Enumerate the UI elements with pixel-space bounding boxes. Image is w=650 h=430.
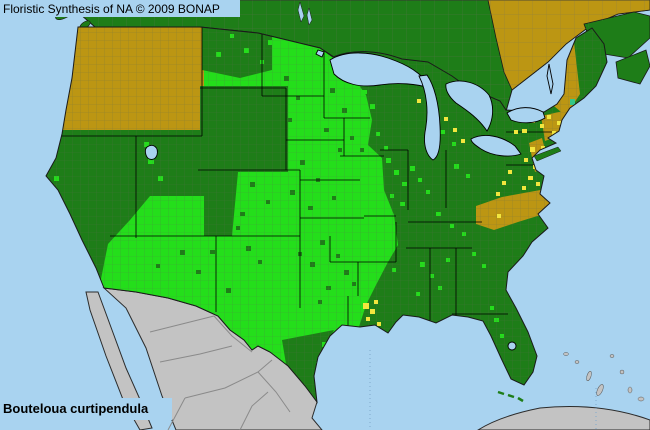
lake-manitoba (306, 7, 313, 26)
florida-keys (497, 390, 524, 403)
great-salt-lake (144, 144, 158, 160)
lake-ontario (506, 107, 546, 124)
region-mexico (85, 287, 650, 430)
long-island (533, 146, 562, 162)
species-name-label: Bouteloua curtipendula (3, 401, 149, 416)
lake-erie (470, 135, 522, 157)
lake-champlain (546, 63, 554, 95)
us-state-borders (50, 27, 552, 334)
lake-winnipeg (297, 1, 305, 23)
lake-michigan (418, 74, 441, 161)
mexico-state-borders (149, 315, 291, 430)
adventive-county-marker (570, 99, 575, 105)
maritime-boundary-dashes (369, 350, 597, 430)
map-title: Floristic Synthesis of NA © 2009 BONAP (3, 2, 220, 16)
bahamas-islands (563, 352, 645, 402)
great-lakes (144, 49, 554, 351)
lake-okeechobee (507, 341, 517, 351)
lake-huron (445, 80, 494, 132)
region-nova-scotia (615, 49, 650, 85)
title-backdrop (0, 0, 240, 17)
baja-california-peninsula (85, 291, 153, 430)
lake-of-the-woods (315, 49, 325, 58)
cuba (477, 406, 650, 430)
species-label-backdrop (0, 398, 172, 420)
